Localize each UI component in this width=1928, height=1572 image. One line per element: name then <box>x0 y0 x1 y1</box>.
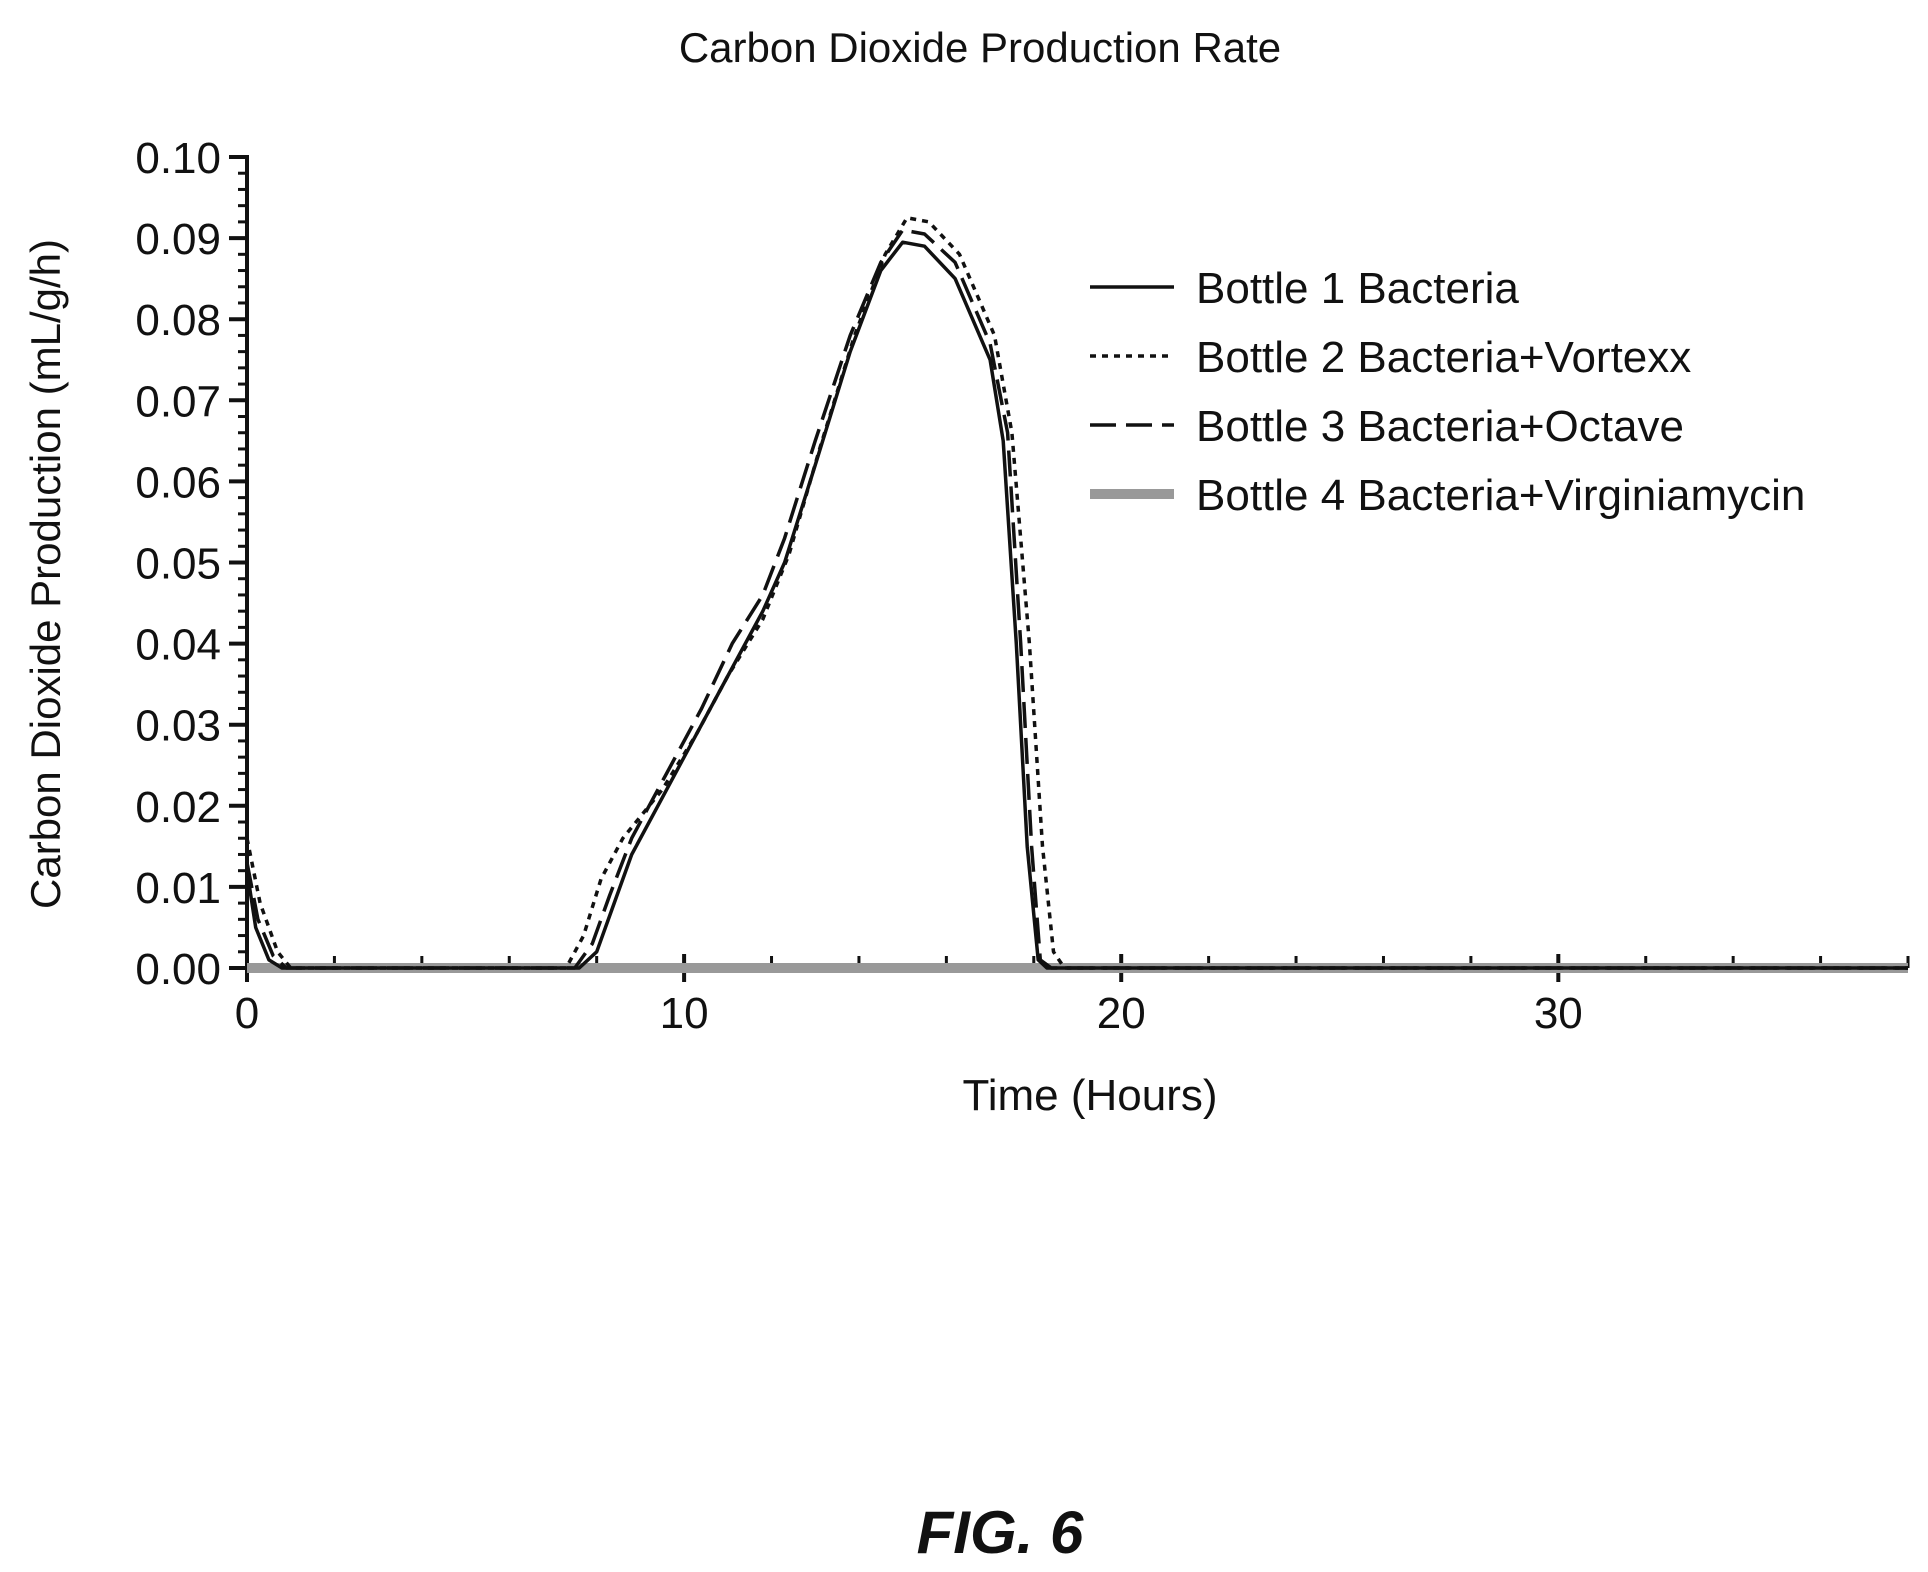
figure-label: FIG. 6 <box>917 1499 1084 1566</box>
y-tick-label: 0.09 <box>135 215 221 264</box>
y-tick-label: 0.08 <box>135 296 221 345</box>
y-tick-label: 0.04 <box>135 621 221 670</box>
x-tick-label: 10 <box>660 989 709 1038</box>
y-axis-label: Carbon Dioxide Production (mL/g/h) <box>22 239 69 909</box>
y-tick-label: 0.10 <box>135 134 221 183</box>
chart-title: Carbon Dioxide Production Rate <box>679 24 1281 71</box>
y-tick-label: 0.02 <box>135 783 221 832</box>
x-tick-label: 0 <box>235 989 259 1038</box>
y-tick-label: 0.07 <box>135 377 221 426</box>
y-tick-label: 0.01 <box>135 864 221 913</box>
x-axis-label: Time (Hours) <box>962 1071 1217 1120</box>
series-line-bottle-3-bacteria-octave <box>245 228 1908 970</box>
legend-label: Bottle 2 Bacteria+Vortexx <box>1196 333 1691 382</box>
series-line-bottle-2-bacteria-vortexx <box>245 216 1908 970</box>
y-axis: 0.00 0.01 0.02 0.03 0.04 0.05 0.06 0.07 0.08 0.09… <box>135 134 249 994</box>
series-layer <box>245 216 1908 973</box>
x-tick-label: 20 <box>1097 989 1146 1038</box>
legend-label: Bottle 1 Bacteria <box>1196 264 1519 313</box>
legend: Bottle 1 Bacteria Bottle 2 Bacteria+Vorte… <box>1090 264 1805 520</box>
y-tick-label: 0.00 <box>135 945 221 994</box>
y-tick-label: 0.06 <box>135 458 221 507</box>
x-tick-label: 30 <box>1534 989 1583 1038</box>
legend-label: Bottle 3 Bacteria+Octave <box>1196 402 1684 451</box>
y-tick-label: 0.03 <box>135 702 221 751</box>
legend-label: Bottle 4 Bacteria+Virginiamycin <box>1196 471 1805 520</box>
y-tick-label: 0.05 <box>135 540 221 589</box>
